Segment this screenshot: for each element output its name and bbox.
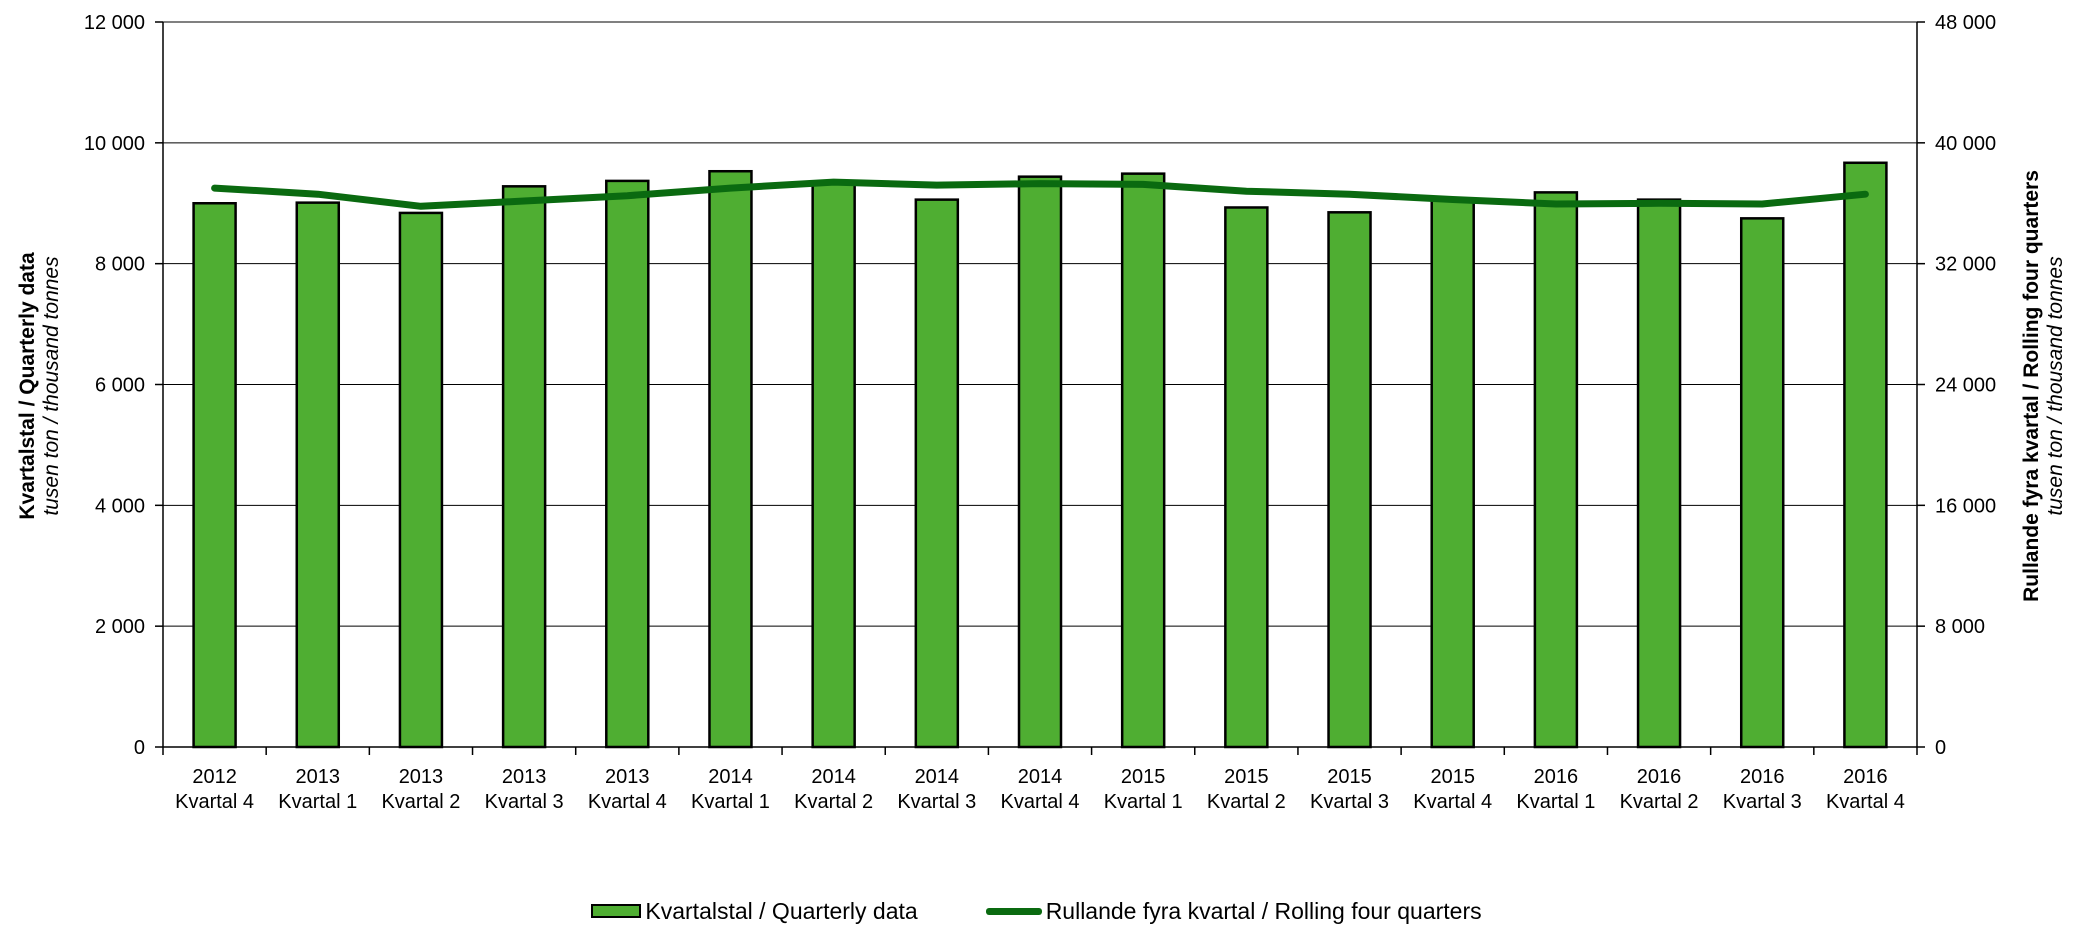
left-tick-label: 4 000: [95, 495, 145, 517]
bar: [1019, 177, 1061, 747]
x-tick-label-quarter: Kvartal 2: [1620, 791, 1699, 813]
x-tick-label-year: 2015: [1327, 766, 1372, 788]
left-tick-label: 6 000: [95, 375, 145, 397]
bar: [1225, 207, 1267, 747]
right-tick-label: 0: [1935, 737, 1946, 759]
x-tick-label-year: 2016: [1740, 766, 1785, 788]
x-tick-label-quarter: Kvartal 4: [1826, 791, 1905, 813]
left-tick-label: 10 000: [84, 133, 145, 155]
x-tick-label-year: 2014: [1018, 766, 1063, 788]
x-tick-label-quarter: Kvartal 2: [381, 791, 460, 813]
bar: [606, 181, 648, 747]
x-tick-label-quarter: Kvartal 3: [1723, 791, 1802, 813]
x-tick-label-year: 2015: [1430, 766, 1475, 788]
x-tick-label-year: 2013: [605, 766, 650, 788]
x-tick-label-quarter: Kvartal 1: [278, 791, 357, 813]
x-axis-ticks: 2012 Kvartal 4 2013 Kvartal 1 2013 Kvartal 2 2…: [175, 766, 1905, 813]
legend-item-quarterly: Kvartalstal / Quarterly data: [591, 898, 917, 925]
legend-line-swatch: [986, 908, 1042, 915]
bar: [1844, 163, 1886, 747]
x-tick-label-quarter: Kvartal 1: [691, 791, 770, 813]
combo-chart: 0 2 000 4 000 6 000 8 000 10 000 12 000 0 8 000…: [0, 0, 2073, 880]
x-tick-label-year: 2015: [1121, 766, 1166, 788]
left-tick-label: 8 000: [95, 254, 145, 276]
x-tick-label-year: 2016: [1843, 766, 1888, 788]
right-tick-label: 8 000: [1935, 616, 1985, 638]
x-tick-label-year: 2013: [296, 766, 341, 788]
left-tick-label: 2 000: [95, 616, 145, 638]
x-tick-label-quarter: Kvartal 4: [588, 791, 667, 813]
chart-legend: Kvartalstal / Quarterly data Rullande fy…: [0, 895, 2073, 927]
legend-item-rolling: Rullande fyra kvartal / Rolling four qua…: [986, 898, 1482, 925]
x-tick-label-year: 2014: [915, 766, 960, 788]
x-tick-label-quarter: Kvartal 1: [1516, 791, 1595, 813]
x-tick-label-quarter: Kvartal 3: [1310, 791, 1389, 813]
x-tick-label-year: 2014: [708, 766, 753, 788]
x-tick-label-quarter: Kvartal 4: [1413, 791, 1492, 813]
bar-series: [194, 163, 1887, 747]
x-tick-label-quarter: Kvartal 1: [1104, 791, 1183, 813]
x-tick-label-year: 2013: [502, 766, 547, 788]
legend-label-rolling: Rullande fyra kvartal / Rolling four qua…: [1046, 898, 1482, 925]
right-axis-ticks: 0 8 000 16 000 24 000 32 000 40 000 48 000: [1935, 12, 1996, 759]
bar: [1638, 200, 1680, 747]
x-tick-label-quarter: Kvartal 4: [175, 791, 254, 813]
bar: [297, 203, 339, 747]
left-axis-title-main: Kvartalstal / Quarterly data: [16, 252, 39, 520]
x-tick-label-quarter: Kvartal 4: [1001, 791, 1080, 813]
bar: [1432, 200, 1474, 747]
x-tick-label-quarter: Kvartal 2: [794, 791, 873, 813]
bar: [503, 186, 545, 747]
left-tick-label: 0: [134, 737, 145, 759]
legend-bar-swatch: [591, 904, 641, 918]
right-axis-title: Rullande fyra kvartal / Rolling four qua…: [2020, 170, 2067, 602]
right-axis-title-main: Rullande fyra kvartal / Rolling four qua…: [2020, 170, 2043, 602]
left-axis-title: Kvartalstal / Quarterly data tusen ton /…: [16, 252, 63, 520]
right-tick-label: 40 000: [1935, 133, 1996, 155]
right-tick-label: 48 000: [1935, 12, 1996, 34]
bar: [194, 203, 236, 747]
x-tick-label-quarter: Kvartal 3: [485, 791, 564, 813]
x-tick-label-year: 2015: [1224, 766, 1269, 788]
x-tick-label-year: 2014: [811, 766, 856, 788]
right-tick-label: 16 000: [1935, 495, 1996, 517]
left-axis-ticks: 0 2 000 4 000 6 000 8 000 10 000 12 000: [84, 12, 145, 759]
bar: [1329, 212, 1371, 747]
left-axis-title-unit: tusen ton / thousand tonnes: [40, 256, 63, 516]
x-tick-label-year: 2016: [1637, 766, 1682, 788]
legend-label-quarterly: Kvartalstal / Quarterly data: [645, 898, 917, 925]
bar: [400, 213, 442, 747]
bar: [709, 171, 751, 747]
x-tick-label-quarter: Kvartal 3: [897, 791, 976, 813]
bar: [1535, 192, 1577, 747]
right-axis-title-unit: tusen ton / thousand tonnes: [2044, 256, 2067, 516]
x-tick-label-year: 2012: [192, 766, 237, 788]
right-tick-label: 24 000: [1935, 375, 1996, 397]
x-tick-label-year: 2016: [1534, 766, 1579, 788]
bar: [1122, 174, 1164, 747]
bar: [1741, 218, 1783, 747]
x-tick-label-year: 2013: [399, 766, 444, 788]
bar: [813, 182, 855, 747]
left-tick-label: 12 000: [84, 12, 145, 34]
right-tick-label: 32 000: [1935, 254, 1996, 276]
x-tick-label-quarter: Kvartal 2: [1207, 791, 1286, 813]
bar: [916, 200, 958, 747]
